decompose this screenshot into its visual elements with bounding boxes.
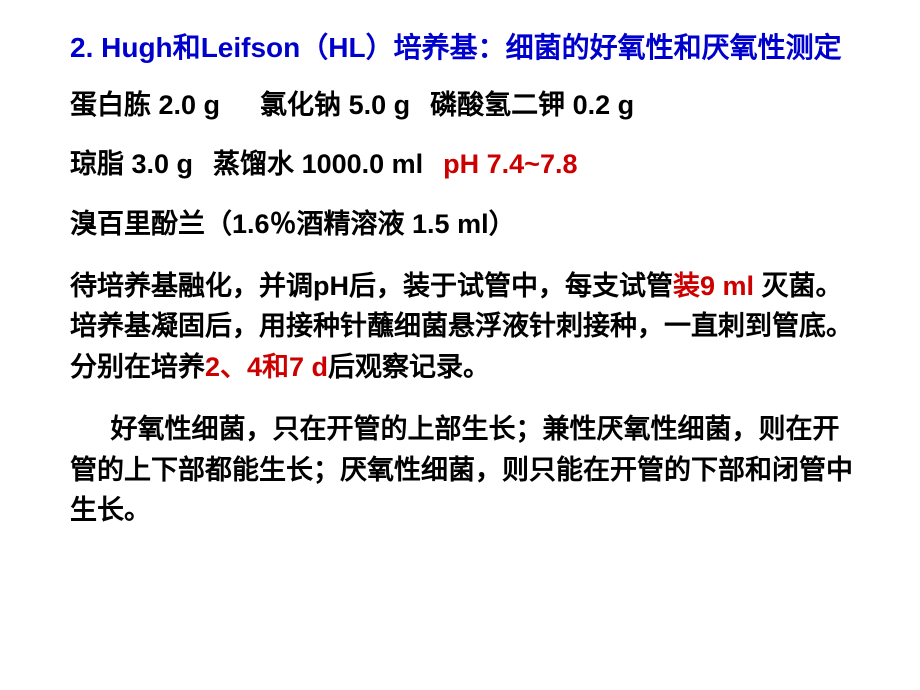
- conclusion-paragraph: 好氧性细菌，只在开管的上部生长；兼性厌氧性细菌，则在开管的上下部都能生长；厌氧性…: [70, 409, 860, 531]
- ingredient-1-label: 蛋白胨: [70, 90, 151, 120]
- title-name: Leifson（HL）培养基：细菌的好氧性和厌氧性测定: [201, 32, 842, 63]
- ingredient-2-value: 5.0 g: [349, 90, 411, 120]
- instructions-part1: 待培养基融化，并调pH后，装于试管中，每支试管: [70, 271, 673, 301]
- ingredients-row-3: 溴百里酚兰（1.6％酒精溶液 1.5 ml）: [70, 206, 860, 244]
- ingredient-3-value: 0.2 g: [573, 90, 635, 120]
- slide-title: 2. Hugh和Leifson（HL）培养基：细菌的好氧性和厌氧性测定: [70, 28, 860, 69]
- ingredients-row-1: 蛋白胨 2.0 g 氯化钠 5.0 g 磷酸氢二钾 0.2 g: [70, 87, 860, 125]
- ingredient-6-text: 溴百里酚兰（1.6％酒精溶液 1.5 ml）: [70, 209, 516, 239]
- ingredient-4-value: 3.0 g: [132, 149, 194, 179]
- ingredient-2-label: 氯化钠: [260, 90, 341, 120]
- ingredient-5-label: 蒸馏水: [213, 149, 294, 179]
- instructions-red2: 2、4和7 d: [205, 352, 328, 382]
- ingredient-3-label: 磷酸氢二钾: [430, 90, 565, 120]
- ingredient-1-value: 2.0 g: [159, 90, 221, 120]
- ingredient-5-value: 1000.0 ml: [302, 149, 424, 179]
- ingredients-row-2: 琼脂 3.0 g 蒸馏水 1000.0 ml pH 7.4~7.8: [70, 146, 860, 184]
- conclusion-text: 好氧性细菌，只在开管的上部生长；兼性厌氧性细菌，则在开管的上下部都能生长；厌氧性…: [70, 414, 853, 525]
- ingredient-4-label: 琼脂: [70, 149, 124, 179]
- instructions-paragraph: 待培养基融化，并调pH后，装于试管中，每支试管装9 ml 灭菌。培养基凝固后，用…: [70, 266, 860, 388]
- title-conjunction: 和: [173, 32, 201, 63]
- ph-value: pH 7.4~7.8: [443, 149, 577, 179]
- instructions-red1: 装9 ml: [673, 271, 754, 301]
- title-prefix: 2. Hugh: [70, 32, 173, 63]
- instructions-part5: 后观察记录。: [328, 352, 490, 382]
